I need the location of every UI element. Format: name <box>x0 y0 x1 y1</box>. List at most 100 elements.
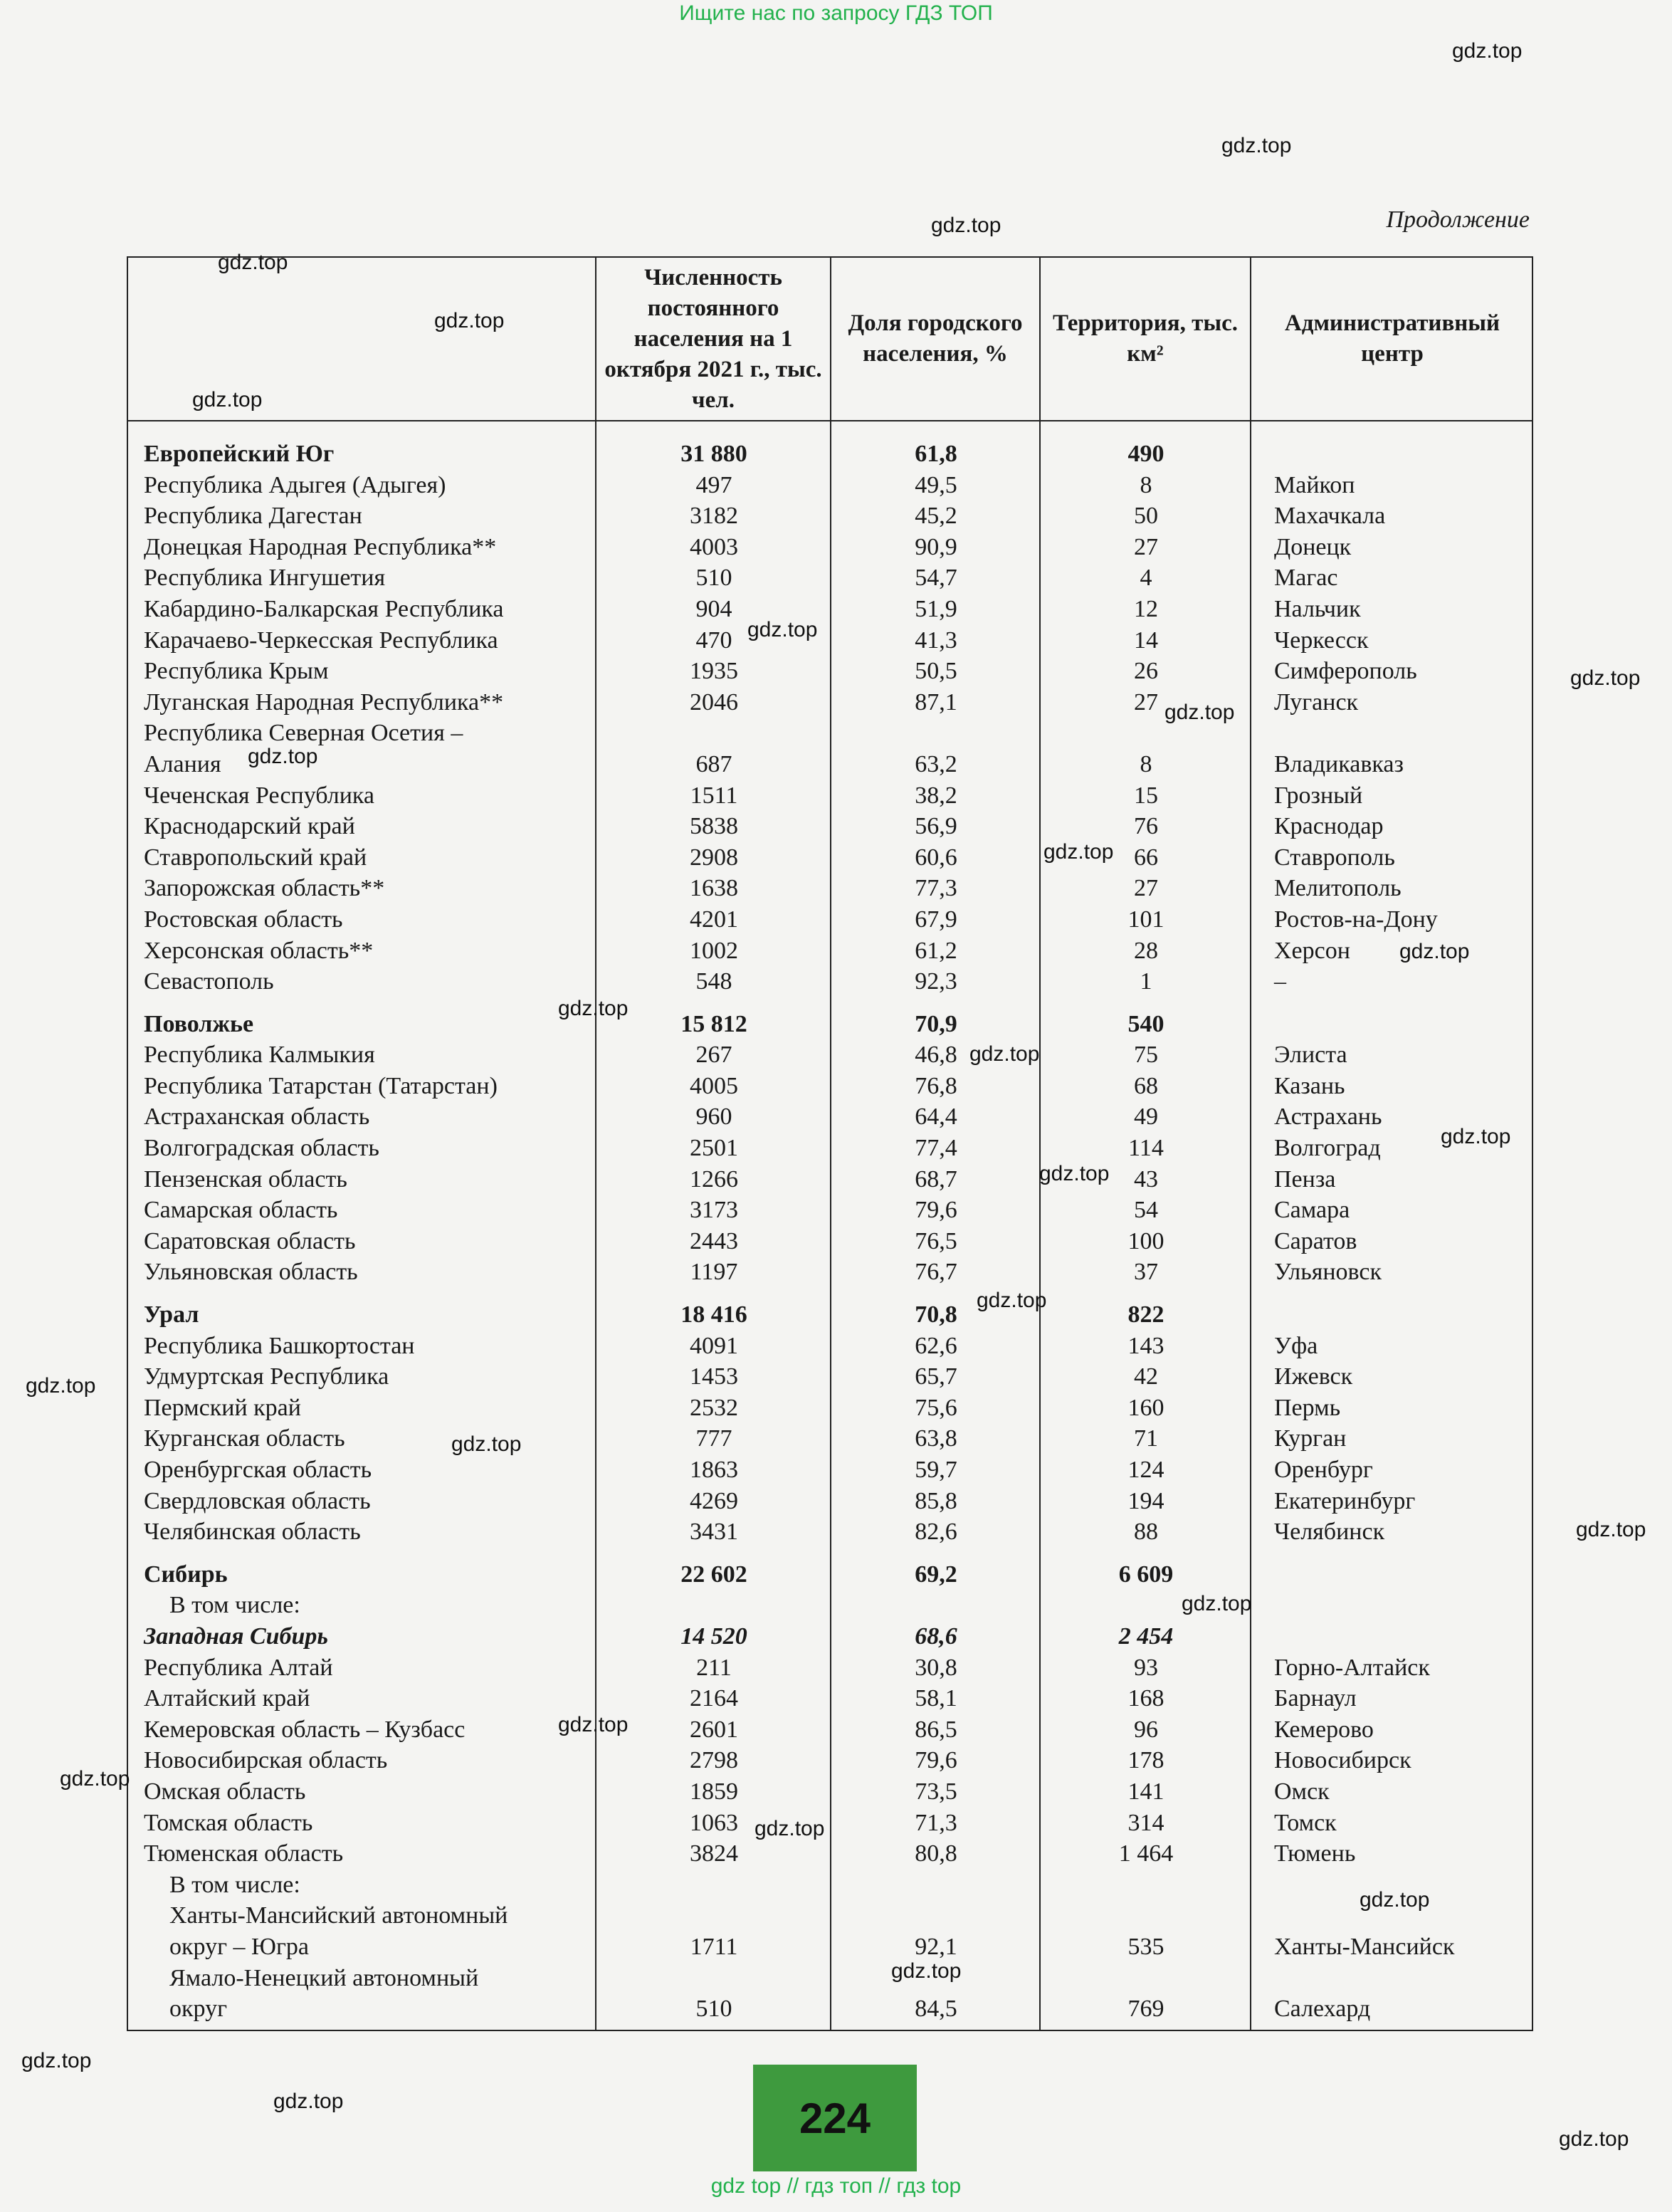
cell-territory: 540 <box>1127 1010 1164 1037</box>
cell-population: 3824 <box>690 1840 738 1867</box>
cell-region-name: Курганская область <box>144 1425 345 1452</box>
table-row: Ямало-Ненецкий автономный <box>128 1963 1532 1994</box>
watermark: gdz.top <box>969 1042 1040 1066</box>
footer-links[interactable]: gdz top // гдз топ // гдз top <box>710 2174 962 2198</box>
cell-region-name: Республика Крым <box>144 658 329 685</box>
cell-urban-share: 65,7 <box>915 1363 957 1390</box>
cell-population: 1266 <box>690 1165 738 1193</box>
cell-region-name: Ульяновская область <box>144 1259 358 1286</box>
cell-territory: 2 454 <box>1118 1623 1174 1650</box>
cell-admin-center: Томск <box>1274 1809 1337 1836</box>
cell-territory: 769 <box>1127 1996 1164 2023</box>
cell-urban-share: 85,8 <box>915 1487 957 1514</box>
cell-region-name: Ханты-Мансийский автономный <box>169 1902 508 1929</box>
table-row: Западная Сибирь 14 520 68,6 2 454 <box>128 1621 1532 1652</box>
cell-population: 904 <box>695 595 732 622</box>
watermark: gdz.top <box>558 1713 629 1736</box>
cell-admin-center: Нальчик <box>1274 595 1361 622</box>
watermark: gdz.top <box>1039 1162 1110 1185</box>
cell-territory: 93 <box>1134 1654 1158 1681</box>
cell-population: 2908 <box>690 844 738 871</box>
cell-population: 960 <box>695 1104 732 1131</box>
cell-urban-share: 71,3 <box>915 1809 957 1836</box>
cell-population: 2443 <box>690 1227 738 1254</box>
table-row: Алания 687 63,2 8 Владикавказ <box>128 749 1532 780</box>
cell-urban-share: 50,5 <box>915 658 957 685</box>
cell-population: 18 416 <box>680 1301 747 1328</box>
cell-territory: 27 <box>1134 875 1158 902</box>
cell-urban-share: 79,6 <box>915 1747 957 1774</box>
cell-region-name: Ростовская область <box>144 906 343 933</box>
cell-urban-share: 75,6 <box>915 1394 957 1421</box>
cell-urban-share: 79,6 <box>915 1197 957 1224</box>
cell-region-name: Западная Сибирь <box>144 1623 328 1650</box>
regions-table: Численность постоянного населения на 1 о… <box>127 256 1533 2031</box>
table-row: Донецкая Народная Республика** 4003 90,9 27… <box>128 532 1532 563</box>
table-row: В том числе: <box>128 1590 1532 1621</box>
cell-region-name: Свердловская область <box>144 1487 371 1514</box>
cell-population: 211 <box>696 1654 732 1681</box>
cell-territory: 6 609 <box>1118 1561 1174 1588</box>
cell-urban-share: 58,1 <box>915 1685 957 1712</box>
cell-population: 31 880 <box>680 441 747 467</box>
cell-population: 1711 <box>690 1933 738 1960</box>
cell-population: 470 <box>695 627 732 654</box>
watermark: gdz.top <box>21 2049 92 2072</box>
table-row: Ульяновская область 1197 76,7 37 Ульяновск <box>128 1257 1532 1288</box>
cell-admin-center: Магас <box>1274 565 1338 592</box>
cell-population: 1859 <box>690 1778 738 1805</box>
watermark: gdz.top <box>1164 701 1235 724</box>
cell-population: 4091 <box>690 1332 738 1359</box>
table-row: Ростовская область 4201 67,9 101 Ростов-на-Д… <box>128 904 1532 935</box>
cell-territory: 14 <box>1134 627 1158 654</box>
cell-admin-center: – <box>1274 968 1286 995</box>
table-row: Новосибирская область 2798 79,6 178 Новосиби… <box>128 1745 1532 1776</box>
cell-admin-center: Краснодар <box>1274 813 1384 840</box>
cell-region-name: Европейский Юг <box>144 441 335 467</box>
cell-admin-center: Луганск <box>1274 688 1359 716</box>
cell-admin-center: Уфа <box>1274 1332 1318 1359</box>
cell-admin-center: Владикавказ <box>1274 750 1404 777</box>
watermark: gdz.top <box>26 1374 96 1398</box>
table-row: Пензенская область 1266 68,7 43 Пенза <box>128 1164 1532 1195</box>
table-body: Европейский Юг 31 880 61,8 490 Республика Ад… <box>128 427 1532 2025</box>
cell-region-name: В том числе: <box>169 1871 300 1898</box>
cell-urban-share: 38,2 <box>915 782 957 809</box>
table-row: Севастополь 548 92,3 1 – <box>128 966 1532 997</box>
cell-admin-center: Ижевск <box>1274 1363 1353 1390</box>
cell-population: 1511 <box>690 782 738 809</box>
cell-territory: 124 <box>1127 1457 1164 1483</box>
cell-urban-share: 63,8 <box>915 1425 957 1452</box>
cell-region-name: округ – Югра <box>169 1933 309 1960</box>
table-row: округ 510 84,5 769 Салехард <box>128 1993 1532 2025</box>
cell-region-name: Краснодарский край <box>144 813 355 840</box>
cell-region-name: Астраханская область <box>144 1104 370 1131</box>
cell-region-name: Сибирь <box>144 1561 228 1588</box>
cell-region-name: Омская область <box>144 1778 306 1805</box>
cell-region-name: Севастополь <box>144 968 274 995</box>
watermark: gdz.top <box>754 1817 825 1840</box>
cell-population: 510 <box>695 565 732 592</box>
cell-admin-center: Новосибирск <box>1274 1747 1411 1774</box>
cell-population: 4003 <box>690 533 738 560</box>
watermark: gdz.top <box>891 1959 962 1983</box>
cell-region-name: Кемеровская область – Кузбасс <box>144 1716 466 1743</box>
cell-admin-center: Астрахань <box>1274 1104 1382 1131</box>
cell-urban-share: 49,5 <box>915 471 957 498</box>
cell-territory: 535 <box>1127 1933 1164 1960</box>
cell-territory: 100 <box>1127 1227 1164 1254</box>
cell-territory: 76 <box>1134 813 1158 840</box>
cell-region-name: Республика Татарстан (Татарстан) <box>144 1072 498 1099</box>
cell-urban-share: 87,1 <box>915 688 957 716</box>
cell-urban-share: 62,6 <box>915 1332 957 1359</box>
table-row: Курганская область 777 63,8 71 Курган <box>128 1423 1532 1454</box>
cell-admin-center: Казань <box>1274 1072 1345 1099</box>
cell-territory: 141 <box>1127 1778 1164 1805</box>
cell-urban-share: 90,9 <box>915 533 957 560</box>
cell-region-name: Республика Ингушетия <box>144 565 386 592</box>
cell-region-name: Донецкая Народная Республика** <box>144 533 497 560</box>
column-divider <box>595 258 596 2030</box>
cell-territory: 49 <box>1134 1104 1158 1131</box>
table-row: Удмуртская Республика 1453 65,7 42 Ижевск <box>128 1361 1532 1393</box>
promo-banner[interactable]: Ищите нас по запросу ГДЗ ТОП <box>679 1 993 25</box>
